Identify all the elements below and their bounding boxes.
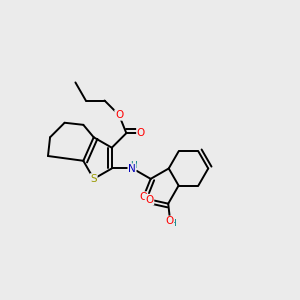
Text: H: H xyxy=(130,160,137,169)
Text: O: O xyxy=(139,192,148,202)
Text: O: O xyxy=(115,110,123,120)
Text: H: H xyxy=(169,219,176,228)
Text: N: N xyxy=(128,164,136,174)
Text: O: O xyxy=(146,194,154,205)
Text: O: O xyxy=(137,128,145,138)
Text: O: O xyxy=(165,216,174,226)
Text: S: S xyxy=(90,174,97,184)
